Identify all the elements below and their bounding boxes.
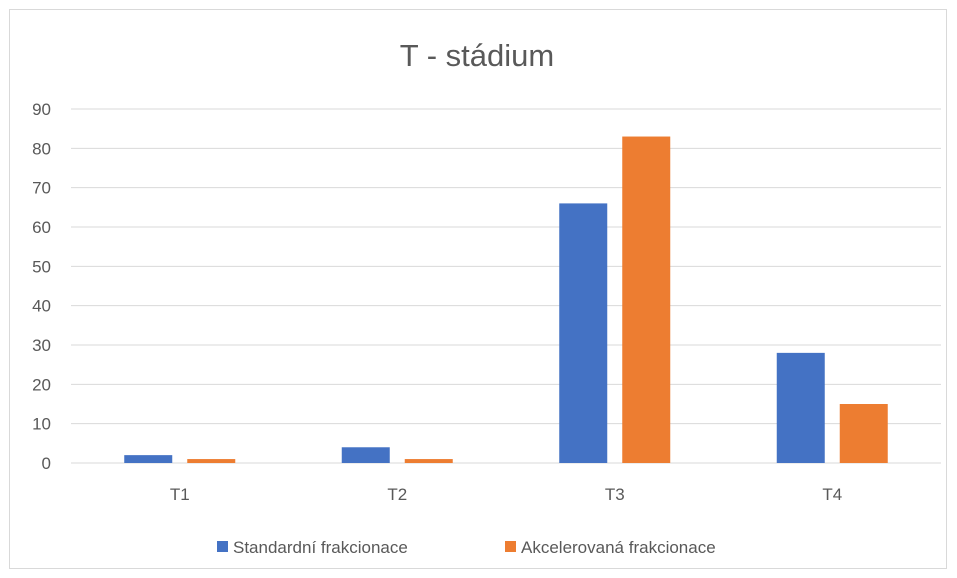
x-tick-label: T2 [387, 485, 407, 504]
chart-title: T - stádium [400, 38, 554, 73]
y-tick-label: 30 [32, 336, 51, 355]
x-tick-label: T4 [822, 485, 842, 504]
x-axis-ticks: T1 T2 T3 T4 [170, 485, 842, 504]
legend-swatch [217, 541, 228, 552]
y-tick-label: 70 [32, 179, 51, 198]
y-tick-label: 80 [32, 139, 51, 158]
y-tick-label: 40 [32, 297, 51, 316]
bar-t3-series-2 [622, 136, 671, 464]
bars [124, 136, 888, 464]
x-tick-label: T3 [605, 485, 625, 504]
y-axis-ticks: 0 10 20 30 40 50 60 70 80 90 [32, 100, 51, 473]
bar-t1-series-1 [124, 455, 173, 463]
x-tick-label: T1 [170, 485, 190, 504]
bar-t4-series-2 [839, 404, 888, 463]
y-tick-label: 20 [32, 375, 51, 394]
bar-t2-series-1 [341, 447, 390, 463]
bar-t3-series-1 [559, 203, 608, 463]
bar-t1-series-2 [187, 459, 236, 463]
bar-t4-series-1 [776, 352, 825, 463]
chart-frame [9, 9, 947, 569]
legend-label: Standardní frakcionace [233, 538, 408, 557]
y-tick-label: 0 [42, 454, 51, 473]
bar-t2-series-2 [404, 459, 453, 463]
y-tick-label: 90 [32, 100, 51, 119]
legend-swatch [505, 541, 516, 552]
y-tick-label: 10 [32, 415, 51, 434]
y-tick-label: 60 [32, 218, 51, 237]
legend: Standardní frakcionace Akcelerovaná frakc… [217, 538, 716, 557]
legend-label: Akcelerovaná frakcionace [521, 538, 716, 557]
y-tick-label: 50 [32, 257, 51, 276]
